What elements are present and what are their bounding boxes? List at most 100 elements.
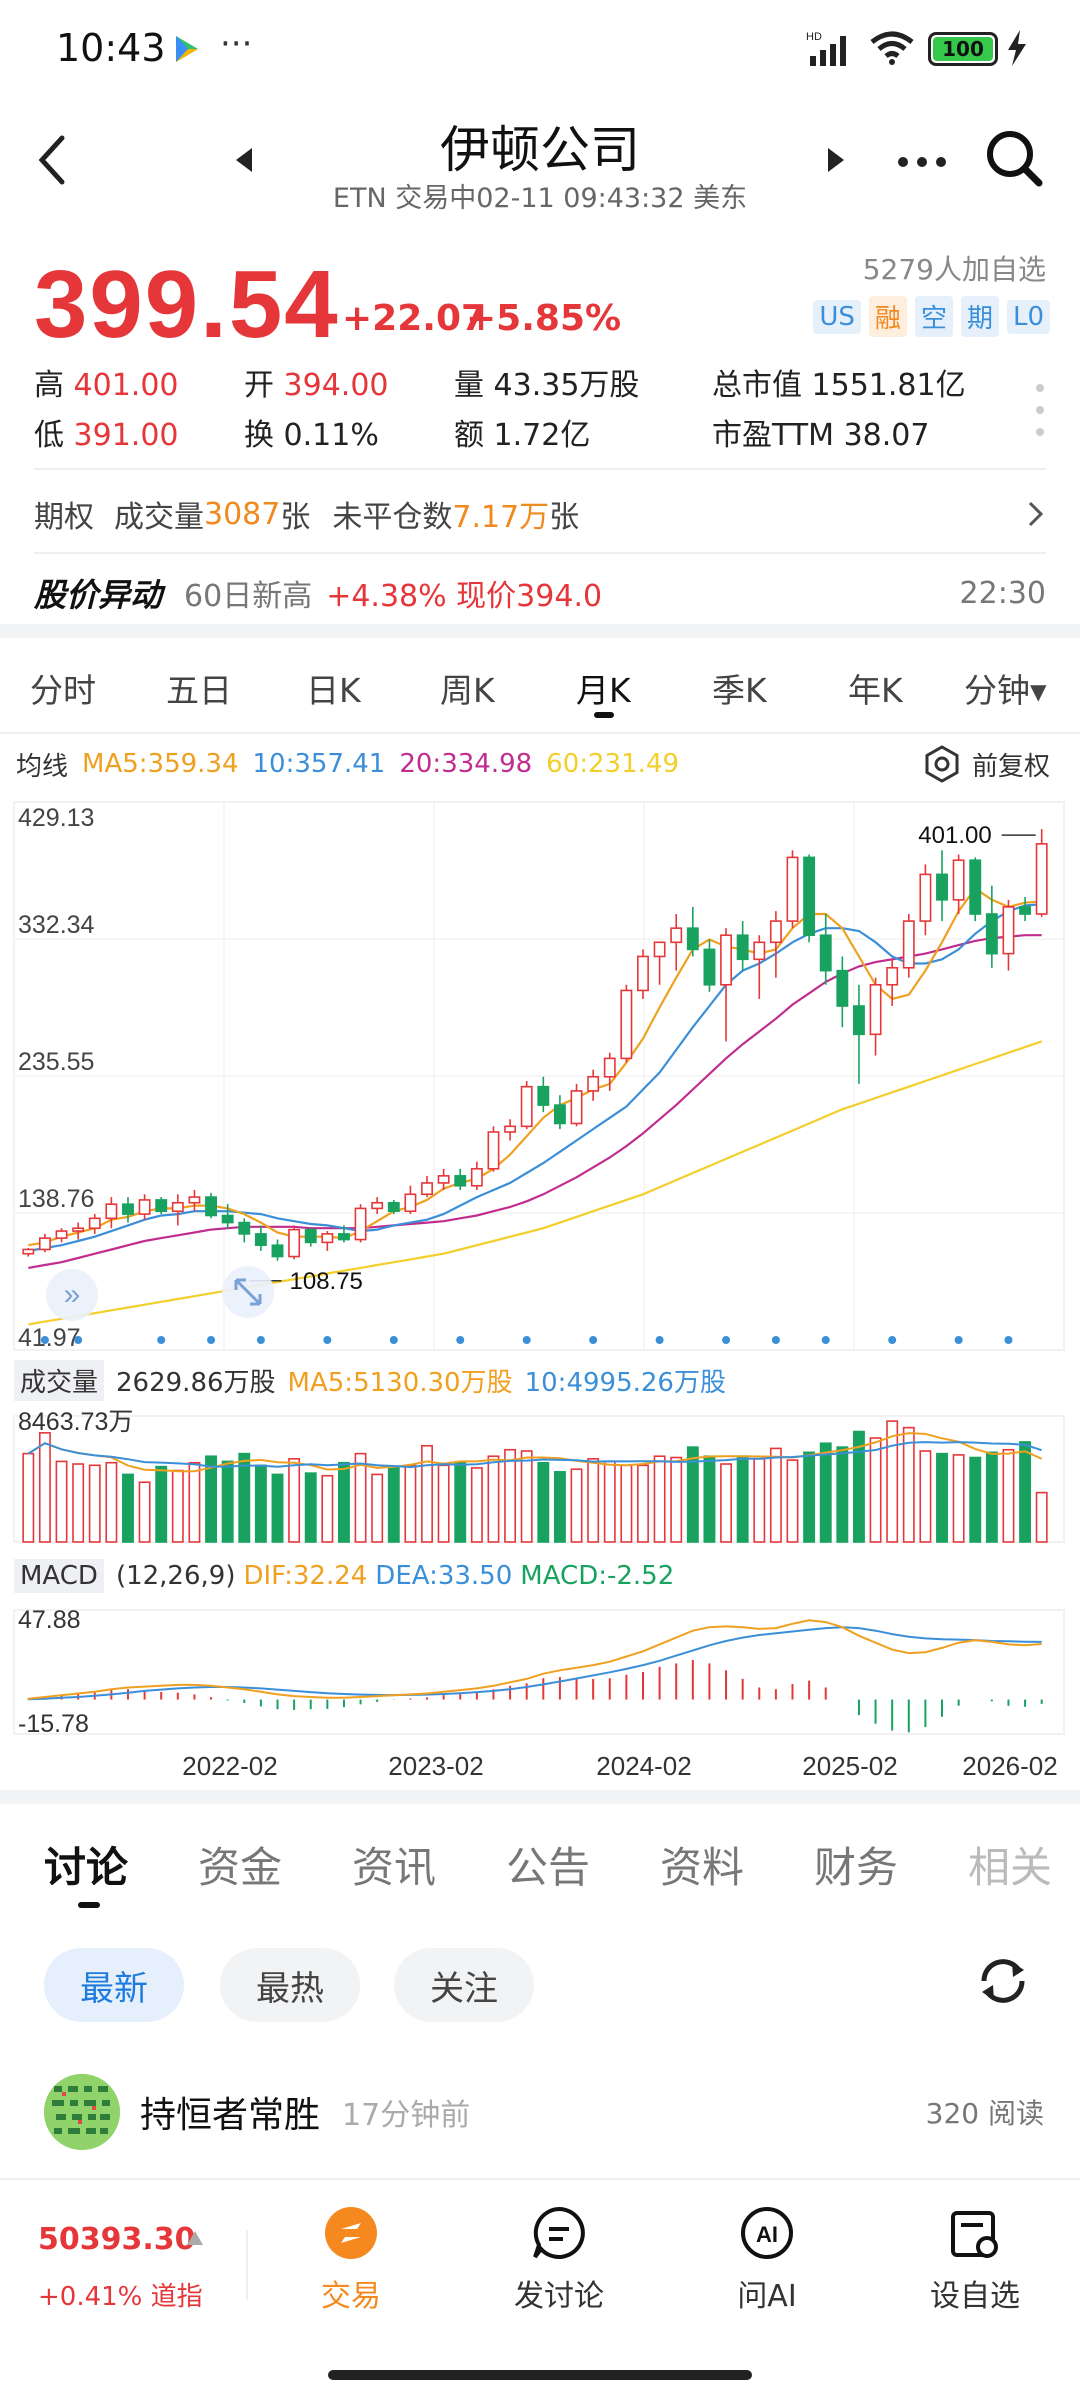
price-alert-row[interactable]: 股价异动 60日新高 +4.38% 现价394.0 22:30 xyxy=(0,556,1080,630)
price-axis-label: 332.34 xyxy=(18,911,95,939)
tab-discussion[interactable]: 讨论 xyxy=(44,1843,129,1892)
volume-bar xyxy=(421,1445,433,1543)
volume-bar xyxy=(371,1473,384,1543)
nav-trade[interactable]: 交易 xyxy=(276,2205,426,2315)
candle-up xyxy=(637,955,649,992)
stat-amount: 额 1.72亿 xyxy=(454,410,590,454)
event-dot xyxy=(722,1336,731,1344)
nav-ask-ai[interactable]: AI 问AI xyxy=(692,2205,842,2315)
candle-up xyxy=(72,1227,85,1232)
tab-capital[interactable]: 资金 xyxy=(198,1843,283,1892)
post-author[interactable]: 持恒者常胜 xyxy=(140,2095,321,2136)
macd-dif: DIF:32.24 xyxy=(243,1561,368,1591)
volume-bar xyxy=(105,1461,118,1543)
post-time: 17分钟前 xyxy=(342,2098,471,2133)
candle-down xyxy=(304,1228,317,1244)
tab-monthly-k[interactable]: 月K xyxy=(576,671,631,710)
tab-minute[interactable]: 分钟▾ xyxy=(964,671,1047,710)
options-row[interactable]: 期权 成交量 3087 张 未平仓数 7.17万 张 xyxy=(0,476,1080,552)
price-axis-label: 235.55 xyxy=(18,1048,94,1076)
price-axis-label: 41.97 xyxy=(18,1324,81,1352)
previous-stock-icon[interactable] xyxy=(232,146,256,174)
active-tab-indicator xyxy=(594,712,614,718)
volume-legend: 成交量 2629.86万股 MA5:5130.30万股 10:4995.26万股 xyxy=(14,1359,726,1401)
next-stock-icon[interactable] xyxy=(824,146,848,174)
tab-announcements[interactable]: 公告 xyxy=(506,1843,591,1892)
tab-profile[interactable]: 资料 xyxy=(660,1843,745,1892)
expand-stats-icon[interactable] xyxy=(1034,380,1046,440)
nav-add-watchlist-label: 设自选 xyxy=(930,2279,1020,2314)
tab-related[interactable]: 相关 xyxy=(968,1843,1053,1892)
candle-down xyxy=(454,1175,467,1187)
candle-down xyxy=(853,1005,865,1036)
candle-up xyxy=(421,1182,433,1196)
event-dot xyxy=(40,1336,49,1344)
refresh-icon[interactable] xyxy=(972,1950,1034,2012)
candle-up xyxy=(520,1085,533,1128)
candle-up xyxy=(504,1125,517,1133)
tab-quarterly-k[interactable]: 季K xyxy=(712,671,767,710)
nav-ask-ai-label: 问AI xyxy=(737,2279,797,2314)
volume-bar xyxy=(22,1452,35,1543)
more-options-icon[interactable] xyxy=(896,154,948,168)
stock-chart[interactable]: 429.13 332.34 235.55 138.76 41.97 401.00 108.7… xyxy=(0,790,1080,1780)
filter-latest[interactable]: 最新 xyxy=(44,1948,184,2022)
volume-bar xyxy=(72,1463,85,1543)
candle-up xyxy=(354,1207,367,1241)
candle-up xyxy=(769,920,782,944)
volume-bar xyxy=(254,1464,267,1543)
volume-bar xyxy=(155,1465,168,1543)
nav-post[interactable]: 发讨论 xyxy=(484,2205,634,2315)
search-icon[interactable] xyxy=(984,128,1044,188)
volume-bar xyxy=(720,1463,732,1543)
tab-five-day[interactable]: 五日 xyxy=(166,671,232,710)
volume-bar xyxy=(936,1452,948,1543)
volume-label[interactable]: 成交量 xyxy=(14,1359,105,1401)
back-arrow-icon[interactable] xyxy=(30,130,74,190)
candle-down xyxy=(1019,906,1032,915)
stat-low-value: 391.00 xyxy=(73,418,179,453)
section-tabs: 讨论 资金 资讯 公告 资料 财务 相关 xyxy=(0,1804,1080,1914)
filter-hottest[interactable]: 最热 xyxy=(220,1948,360,2022)
volume-bar xyxy=(188,1461,201,1543)
event-dot xyxy=(771,1336,780,1344)
alert-change: +4.38% 现价394.0 xyxy=(326,579,603,614)
candle-up xyxy=(105,1203,118,1220)
ma20-line xyxy=(28,934,1042,1269)
battery-level: 100 xyxy=(933,37,993,61)
post-item[interactable]: 持恒者常胜 17分钟前 320 阅读 xyxy=(44,2074,1044,2150)
event-dot xyxy=(589,1336,598,1344)
event-dot xyxy=(655,1336,664,1344)
time-axis-label: 2022-02 xyxy=(182,1751,277,1780)
candle-up xyxy=(171,1201,184,1213)
candle-up xyxy=(720,934,732,986)
home-indicator[interactable] xyxy=(328,2370,752,2380)
nav-add-watchlist[interactable]: 设自选 xyxy=(900,2205,1050,2315)
tab-daily-k[interactable]: 日K xyxy=(306,671,361,710)
volume-bar xyxy=(803,1451,816,1543)
tab-news[interactable]: 资讯 xyxy=(352,1843,437,1892)
index-value[interactable]: 50393.30 xyxy=(38,2222,196,2257)
tab-yearly-k[interactable]: 年K xyxy=(848,671,903,710)
stat-market-cap-value: 1551.81亿 xyxy=(811,368,966,403)
macd-label[interactable]: MACD xyxy=(14,1559,104,1593)
avatar xyxy=(44,2074,120,2150)
volume-bar xyxy=(653,1455,666,1543)
tab-weekly-k[interactable]: 周K xyxy=(440,671,495,710)
volume-bar xyxy=(321,1474,334,1543)
adjust-button[interactable]: 前复权 xyxy=(922,742,1050,786)
ma5-line xyxy=(28,886,1042,1247)
page-title: 伊顿公司 xyxy=(440,121,640,179)
tab-financials[interactable]: 财务 xyxy=(814,1843,899,1892)
svg-text:AI: AI xyxy=(756,2222,778,2247)
tab-timeshare[interactable]: 分时 xyxy=(30,671,96,710)
candle-up xyxy=(603,1057,616,1078)
candle-up xyxy=(587,1075,600,1092)
candle-down xyxy=(936,873,948,901)
volume-bar xyxy=(670,1456,683,1543)
candle-up xyxy=(620,989,633,1060)
price-axis-label: 138.76 xyxy=(18,1185,94,1213)
volume-bar xyxy=(171,1469,184,1543)
filter-following[interactable]: 关注 xyxy=(394,1948,534,2022)
candle-down xyxy=(205,1196,217,1217)
